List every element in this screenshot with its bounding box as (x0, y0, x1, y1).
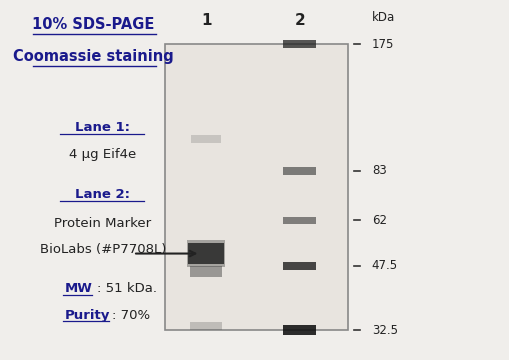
Text: 1: 1 (201, 13, 211, 28)
Text: 175: 175 (371, 38, 393, 51)
Bar (191, 135, 220, 143)
Text: Purity: Purity (64, 309, 109, 321)
Text: : 51 kDa.: : 51 kDa. (96, 283, 156, 296)
Text: Lane 2:: Lane 2: (75, 188, 130, 201)
Text: : 70%: : 70% (112, 309, 150, 321)
Bar (186, 240, 225, 267)
Text: 32.5: 32.5 (371, 324, 397, 337)
Text: 4 μg Eif4e: 4 μg Eif4e (69, 148, 136, 161)
Text: Protein Marker: Protein Marker (54, 217, 151, 230)
Bar (283, 325, 316, 335)
Bar (283, 261, 316, 270)
Bar (189, 322, 222, 330)
Bar (283, 40, 316, 48)
Text: kDa: kDa (371, 11, 394, 24)
Text: Lane 1:: Lane 1: (75, 121, 130, 134)
Bar (165, 44, 347, 330)
Bar (189, 266, 222, 277)
Text: 47.5: 47.5 (371, 259, 397, 272)
Text: 62: 62 (371, 214, 386, 227)
Text: BioLabs (#P7708L): BioLabs (#P7708L) (40, 243, 166, 256)
Bar (188, 243, 223, 264)
Text: MW: MW (64, 283, 92, 296)
Text: 2: 2 (294, 13, 304, 28)
Bar (283, 217, 316, 224)
Text: Coomassie staining: Coomassie staining (13, 49, 173, 64)
Text: 10% SDS-PAGE: 10% SDS-PAGE (32, 17, 154, 32)
Bar (283, 167, 316, 175)
Text: 83: 83 (371, 165, 386, 177)
